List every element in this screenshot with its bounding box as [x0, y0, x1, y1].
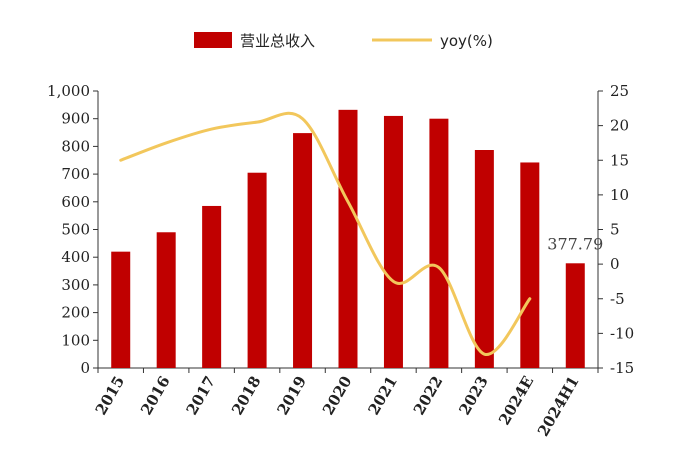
y-left-tick-label: 400	[61, 248, 90, 266]
y-left-tick-label: 700	[61, 165, 90, 183]
y-right-tick-label: 0	[610, 255, 620, 273]
x-tick-label: 2024H1	[534, 373, 583, 439]
y-left-tick-label: 1,000	[47, 82, 90, 100]
y-right-tick-label: -10	[610, 324, 634, 342]
y-right-tick-label: 25	[610, 82, 629, 100]
y-right-tick-label: 10	[610, 186, 629, 204]
legend-swatch-revenue	[194, 32, 232, 48]
x-tick-label: 2022	[410, 373, 446, 418]
bar-revenue-2024H1	[565, 263, 585, 368]
bar-revenue-2023	[474, 150, 494, 368]
y-left-tick-label: 300	[61, 276, 90, 294]
x-tick-label: 2016	[137, 373, 173, 418]
x-tick-label: 2017	[183, 373, 219, 418]
y-right-tick-label: 20	[610, 117, 629, 135]
x-tick-label: 2023	[455, 373, 491, 418]
bar-revenue-2019	[293, 133, 313, 368]
y-right-tick-label: -15	[610, 359, 634, 377]
y-right-tick-label: 5	[610, 221, 620, 239]
bar-revenue-2016	[156, 232, 176, 368]
bar-revenue-2017	[202, 205, 222, 368]
bar-revenue-2024E	[520, 162, 540, 368]
x-tick-label: 2015	[92, 373, 128, 418]
bar-revenue-2020	[338, 109, 358, 368]
y-left-tick-label: 800	[61, 137, 90, 155]
bar-revenue-2021	[383, 115, 403, 369]
y-right-tick-label: 15	[610, 151, 629, 169]
y-left-tick-label: 200	[61, 304, 90, 322]
y-right-tick-label: -5	[610, 290, 625, 308]
legend: 营业总收入 yoy(%)	[194, 32, 493, 50]
bar-revenue-2015	[111, 251, 131, 368]
y-left-tick-label: 900	[61, 110, 90, 128]
y-left-tick-label: 500	[61, 221, 90, 239]
data-label-2024H1: 377.79	[547, 234, 603, 253]
legend-label-yoy: yoy(%)	[440, 32, 493, 50]
legend-label-revenue: 营业总收入	[240, 32, 315, 50]
x-tick-label: 2024E	[495, 373, 537, 428]
y-left-tick-label: 100	[61, 331, 90, 349]
yoy-line	[119, 111, 532, 356]
y-left-tick-label: 600	[61, 193, 90, 211]
x-tick-label: 2018	[228, 373, 264, 418]
bar-revenue-2022	[429, 118, 449, 368]
bars	[111, 109, 585, 369]
labels: 377.79	[547, 234, 603, 253]
yoy-line-path	[119, 111, 532, 356]
bar-revenue-2018	[247, 172, 267, 368]
y-left-tick-label: 0	[80, 359, 90, 377]
x-tick-label: 2021	[364, 373, 400, 418]
x-tick-label: 2019	[274, 373, 310, 418]
x-tick-label: 2020	[319, 373, 355, 418]
